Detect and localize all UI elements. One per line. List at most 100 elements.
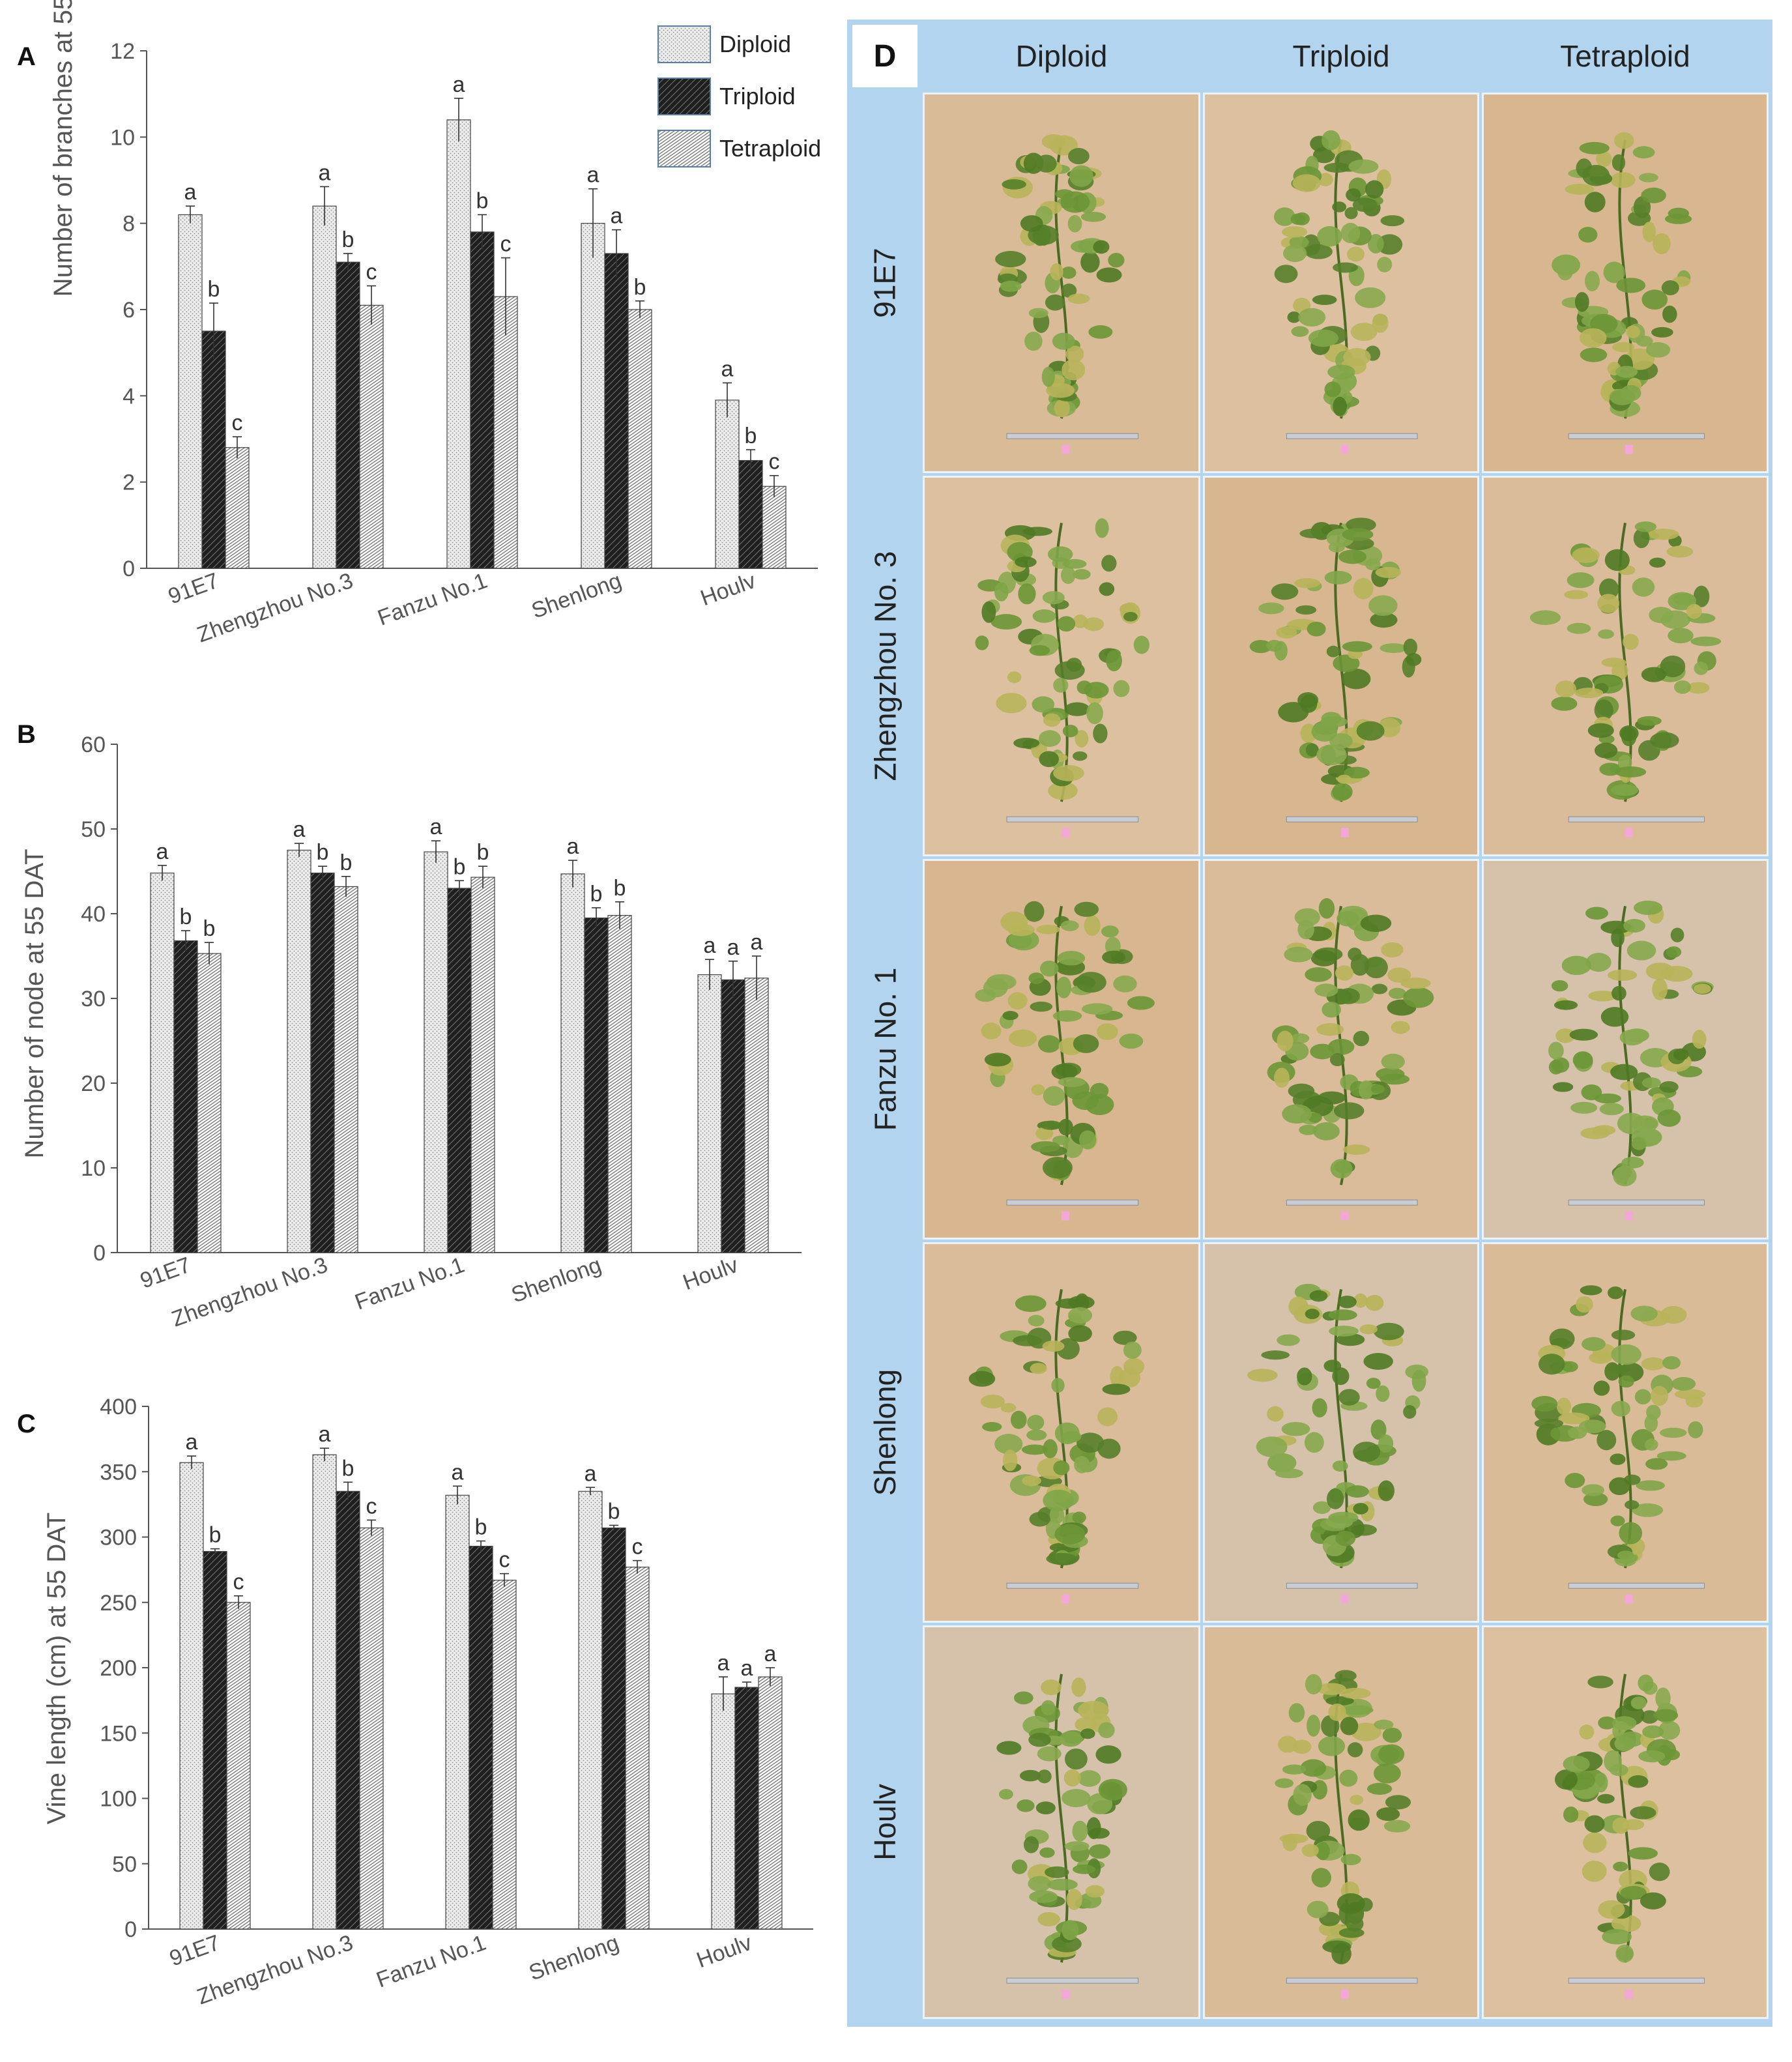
plant-drawing — [1484, 478, 1767, 854]
x-tick-label: 91E7 — [137, 1253, 194, 1294]
significance-label: a — [156, 839, 169, 864]
plant-photo-triploid-row-2 — [1203, 476, 1479, 856]
panel-label: A — [17, 42, 36, 71]
bar-tetraploid — [762, 486, 787, 569]
significance-label: c — [232, 411, 243, 435]
significance-label: b — [590, 882, 603, 907]
bar-triploid — [310, 872, 335, 1253]
significance-label: b — [476, 188, 489, 213]
plant-drawing — [925, 94, 1198, 471]
y-tick-label: 30 — [81, 987, 106, 1011]
plant-photo-diploid-row-1 — [923, 93, 1200, 473]
bar-tetraploid — [758, 1676, 783, 1930]
bar-diploid — [711, 1693, 736, 1930]
significance-label: b — [209, 1523, 222, 1548]
y-tick-label: 20 — [81, 1071, 106, 1096]
significance-label: b — [634, 275, 646, 300]
plant-photo-diploid-row-5 — [923, 1625, 1200, 2019]
bar-diploid — [715, 399, 740, 569]
significance-label: a — [430, 815, 442, 839]
plant-drawing — [925, 1627, 1198, 2017]
bar-diploid — [581, 223, 605, 569]
bar-diploid — [312, 205, 337, 569]
significance-label: a — [611, 204, 623, 229]
bar-triploid — [173, 940, 198, 1253]
x-tick-label: Houlv — [693, 1930, 755, 1973]
bar-diploid — [178, 214, 203, 569]
plant-photo-tetraploid-row-1 — [1482, 93, 1769, 473]
significance-label: a — [184, 180, 197, 205]
plant-drawing — [1205, 861, 1477, 1238]
bar-diploid — [560, 873, 585, 1253]
y-tick-label: 4 — [123, 384, 135, 409]
x-tick-label: Fanzu No.1 — [373, 1930, 489, 1993]
bar-diploid — [445, 1494, 470, 1930]
bar-tetraploid — [225, 447, 250, 569]
x-tick-label: 91E7 — [166, 1930, 224, 1971]
significance-label: a — [567, 834, 579, 859]
y-tick-label: 250 — [100, 1591, 137, 1616]
bar-triploid — [738, 459, 763, 569]
significance-label: c — [499, 1548, 510, 1573]
y-tick-label: 6 — [123, 298, 135, 323]
plant-photo-diploid-row-4 — [923, 1242, 1200, 1623]
plant-photo-tetraploid-row-4 — [1482, 1242, 1769, 1623]
y-tick-label: 10 — [110, 125, 135, 150]
row-header-shenlong: Shenlong — [868, 1369, 902, 1496]
bar-diploid — [179, 1462, 204, 1930]
plant-photo-diploid-row-3 — [923, 859, 1200, 1240]
significance-label: b — [203, 916, 216, 941]
significance-label: a — [717, 1651, 730, 1676]
panel-label-d: D — [852, 25, 918, 87]
row-header-houlv: Houlv — [868, 1784, 903, 1861]
significance-label: b — [608, 1499, 620, 1524]
significance-label: b — [614, 876, 626, 901]
bar-triploid — [201, 330, 226, 569]
bar-tetraploid — [334, 886, 358, 1253]
plant-drawing — [1205, 1244, 1477, 1621]
y-tick-label: 8 — [123, 212, 135, 237]
panel-label: C — [17, 1410, 36, 1438]
plant-photo-diploid-row-2 — [923, 476, 1200, 856]
significance-label: c — [366, 260, 377, 285]
plant-photo-triploid-row-1 — [1203, 93, 1479, 473]
y-tick-label: 100 — [100, 1787, 137, 1812]
plant-photo-tetraploid-row-2 — [1482, 476, 1769, 856]
bar-diploid — [578, 1490, 603, 1930]
significance-label: a — [453, 72, 465, 97]
x-tick-label: Houlv — [680, 1253, 742, 1295]
plant-drawing — [1484, 1627, 1767, 2017]
plant-photo-tetraploid-row-5 — [1482, 1625, 1769, 2019]
x-tick-label: Shenlong — [526, 1930, 622, 1986]
significance-label: a — [741, 1656, 753, 1681]
bar-triploid — [447, 888, 472, 1253]
significance-label: a — [452, 1460, 464, 1485]
bar-triploid — [721, 979, 745, 1253]
legend-label: Tetraploid — [719, 135, 821, 162]
y-tick-label: 10 — [81, 1156, 106, 1181]
x-tick-label: Shenlong — [528, 568, 625, 624]
significance-label: b — [475, 1515, 487, 1540]
plant-photo-tetraploid-row-3 — [1482, 859, 1769, 1240]
row-header-fanzu-no1: Fanzu No. 1 — [868, 967, 903, 1131]
y-tick-label: 350 — [100, 1460, 137, 1485]
significance-label: a — [186, 1430, 198, 1455]
significance-label: c — [366, 1494, 377, 1518]
y-tick-label: 400 — [100, 1395, 137, 1419]
bar-tetraploid — [493, 296, 518, 569]
significance-label: a — [319, 1422, 331, 1447]
y-axis-label: Vine length (cm) at 55 DAT — [42, 1513, 71, 1825]
legend-swatch — [658, 130, 711, 167]
photo-panel: D Diploid Triploid Tetraploid 91E7 Zheng… — [847, 20, 1772, 2027]
bar-triploid — [203, 1550, 227, 1930]
row-header-91e7: 91E7 — [868, 248, 902, 318]
bar-diploid — [150, 872, 175, 1253]
significance-label: c — [500, 232, 512, 257]
bar-tetraploid — [492, 1580, 517, 1930]
panel-label: B — [17, 720, 36, 749]
significance-label: c — [233, 1570, 244, 1595]
significance-label: a — [764, 1642, 777, 1666]
plant-drawing — [1484, 94, 1767, 471]
